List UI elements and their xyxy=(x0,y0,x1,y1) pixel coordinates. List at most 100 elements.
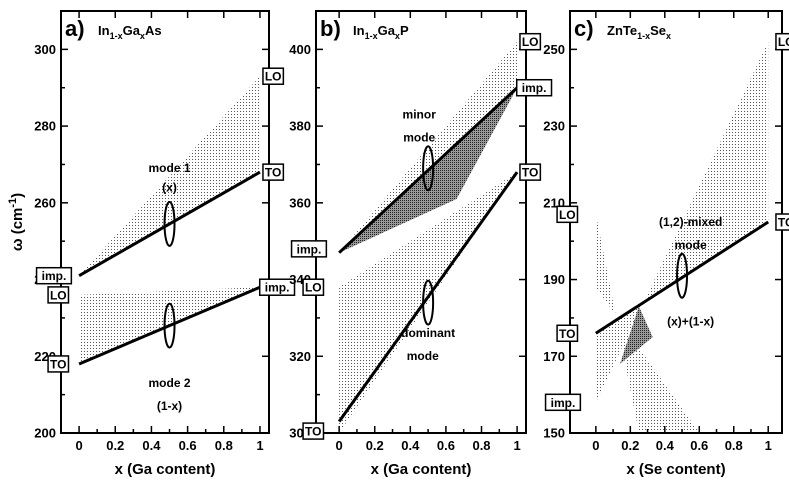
point-label: imp. xyxy=(290,240,328,258)
x-tick-label: 1 xyxy=(256,438,263,453)
point-label-box xyxy=(302,422,325,440)
point-label-text: TO xyxy=(265,166,281,180)
panel-letter: b) xyxy=(320,16,341,41)
y-tick-label: 300 xyxy=(34,42,56,57)
panel-letter: a) xyxy=(65,16,85,41)
x-tick-label: 0.2 xyxy=(106,438,124,453)
y-tick-label: 280 xyxy=(34,119,56,134)
annotation-text: (1-x) xyxy=(157,399,182,413)
x-tick-label: 0.6 xyxy=(690,438,708,453)
shaded-band-0 xyxy=(339,41,518,253)
point-label-box xyxy=(775,213,789,231)
annotation-text: (1,2)-mixed xyxy=(659,215,722,229)
y-tick-label: 320 xyxy=(289,349,311,364)
point-label-text: imp. xyxy=(297,242,322,256)
annotation-text: mode 2 xyxy=(149,376,191,390)
x-tick-label: 1 xyxy=(513,438,520,453)
point-label-text: imp. xyxy=(522,81,547,95)
point-label-box xyxy=(35,266,73,285)
point-label-box xyxy=(544,393,582,412)
x-tick-label: 0 xyxy=(336,438,343,453)
panel-a: 00.20.40.60.81200220240260280300x (Ga co… xyxy=(7,10,296,478)
x-tick-label: 0.8 xyxy=(472,438,490,453)
point-label-text: imp. xyxy=(265,281,290,295)
y-tick-label: 250 xyxy=(543,42,565,57)
plot-frame xyxy=(315,10,527,434)
point-label-text: LO xyxy=(50,288,67,302)
x-axis-title: x (Ga content) xyxy=(371,461,472,478)
x-tick-label: 1 xyxy=(765,438,772,453)
point-label-text: LO xyxy=(559,208,576,222)
shaded-band-1 xyxy=(595,41,769,403)
point-label-box xyxy=(556,205,579,224)
series-line-1 xyxy=(78,285,261,366)
y-tick-label: 170 xyxy=(543,349,565,364)
x-tick-label: 0 xyxy=(592,438,599,453)
series-line-0 xyxy=(338,86,519,254)
annotation-text: minor xyxy=(403,107,437,121)
y-tick-label: 260 xyxy=(34,195,56,210)
point-label-box xyxy=(302,278,325,296)
point-label-text: LO xyxy=(305,281,322,295)
compound-formula: ZnTe1-xSex xyxy=(607,23,671,41)
point-label-box xyxy=(47,355,70,373)
shaded-band-2 xyxy=(620,306,653,364)
y-tick-label: 190 xyxy=(543,272,565,287)
annotation-text: (x)+(1-x) xyxy=(667,315,714,329)
point-label-text: LO xyxy=(265,70,282,84)
shaded-regions xyxy=(79,76,260,364)
point-label: imp. xyxy=(35,266,73,285)
point-label-text: TO xyxy=(305,425,321,439)
point-label-text: TO xyxy=(559,327,575,341)
y-tick-label: 360 xyxy=(289,195,311,210)
point-label: TO xyxy=(47,355,70,373)
annotation-text: dominant xyxy=(401,326,455,340)
annotation-text: mode xyxy=(403,130,435,144)
x-tick-label: 0.4 xyxy=(656,438,675,453)
mode-ellipse-0 xyxy=(676,252,689,299)
point-label: LO xyxy=(302,278,325,296)
annotation-text: mode xyxy=(675,238,707,252)
point-label-box xyxy=(258,278,296,296)
point-label-text: TO xyxy=(778,216,789,230)
y-tick-label: 150 xyxy=(543,426,565,441)
point-label-box xyxy=(519,163,542,181)
point-label-box xyxy=(47,286,70,304)
point-label-box xyxy=(556,324,579,343)
x-tick-label: 0.2 xyxy=(366,438,384,453)
compound-formula: In1-xGaxAs xyxy=(98,23,162,41)
x-tick-label: 0.4 xyxy=(142,438,161,453)
point-label-box xyxy=(262,67,285,85)
annotation-text: mode xyxy=(407,349,439,363)
y-tick-label: 200 xyxy=(34,426,56,441)
mode-ellipse-1 xyxy=(422,279,435,326)
x-tick-label: 0.2 xyxy=(621,438,639,453)
shaded-band-0 xyxy=(79,76,260,276)
point-label-box xyxy=(519,32,542,51)
shaded-regions xyxy=(595,41,769,433)
point-label: imp. xyxy=(258,278,296,296)
shaded-band-0 xyxy=(595,214,700,433)
point-label-box xyxy=(290,240,328,258)
point-label-text: LO xyxy=(522,35,539,49)
mode-ellipse-1 xyxy=(163,302,176,349)
shaded-regions xyxy=(339,41,518,433)
x-axis-title: x (Ga content) xyxy=(115,461,216,478)
series-line-0 xyxy=(78,170,261,278)
point-label: TO xyxy=(519,163,542,181)
point-label-text: imp. xyxy=(551,396,576,410)
point-label: TO xyxy=(775,213,789,231)
point-label-box xyxy=(775,32,789,51)
point-label-box xyxy=(262,163,285,181)
plot-frame xyxy=(60,10,270,434)
shaded-band-2 xyxy=(339,172,518,433)
annotation-text: (x) xyxy=(162,180,177,194)
point-label: LO xyxy=(47,286,70,304)
point-label: imp. xyxy=(515,78,553,97)
point-label: LO xyxy=(556,205,579,224)
x-tick-label: 0.6 xyxy=(437,438,455,453)
mode-ellipse-0 xyxy=(422,145,435,192)
